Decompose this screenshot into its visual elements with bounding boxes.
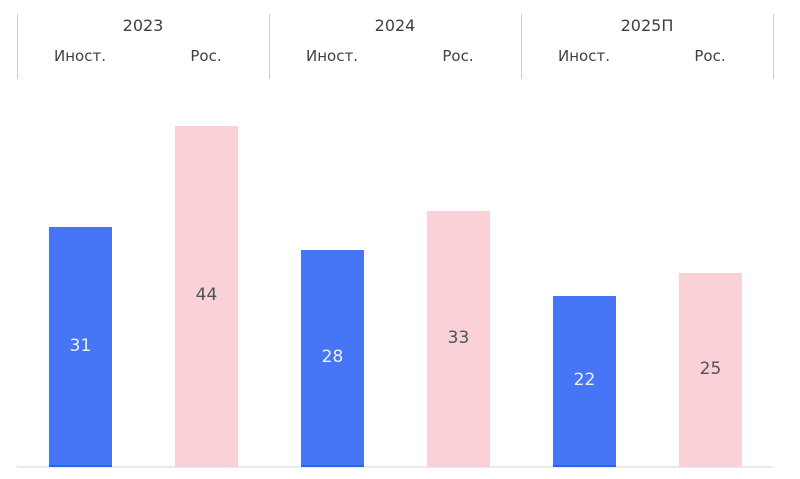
column-label-foreign: Иност.: [306, 47, 358, 65]
bar-russian-2024: 33: [427, 211, 490, 467]
group-divider: [773, 14, 774, 79]
column-label-russian: Рос.: [190, 47, 222, 65]
bar-value-label: 44: [195, 285, 218, 305]
bar-russian-2025П: 25: [679, 273, 742, 467]
group-divider: [269, 14, 270, 79]
year-label: 2024: [374, 16, 416, 35]
column-label-foreign: Иност.: [54, 47, 106, 65]
column-label-russian: Рос.: [694, 47, 726, 65]
bar-value-label: 22: [573, 370, 596, 390]
year-label: 2023: [122, 16, 164, 35]
bar-foreign-2023: 31: [49, 227, 112, 467]
column-label-foreign: Иност.: [558, 47, 610, 65]
bar-value-label: 28: [321, 347, 344, 367]
group-divider: [17, 14, 18, 79]
x-axis-line: [17, 465, 773, 468]
bar-foreign-2024: 28: [301, 250, 364, 467]
bar-value-label: 33: [447, 327, 470, 348]
bar-value-label: 31: [69, 335, 92, 356]
group-divider: [521, 14, 522, 79]
column-label-russian: Рос.: [442, 47, 474, 65]
bar-russian-2023: 44: [175, 126, 238, 467]
bar-value-label: 25: [699, 358, 722, 379]
year-label: 2025П: [620, 16, 674, 35]
bar-foreign-2025П: 22: [553, 296, 616, 467]
